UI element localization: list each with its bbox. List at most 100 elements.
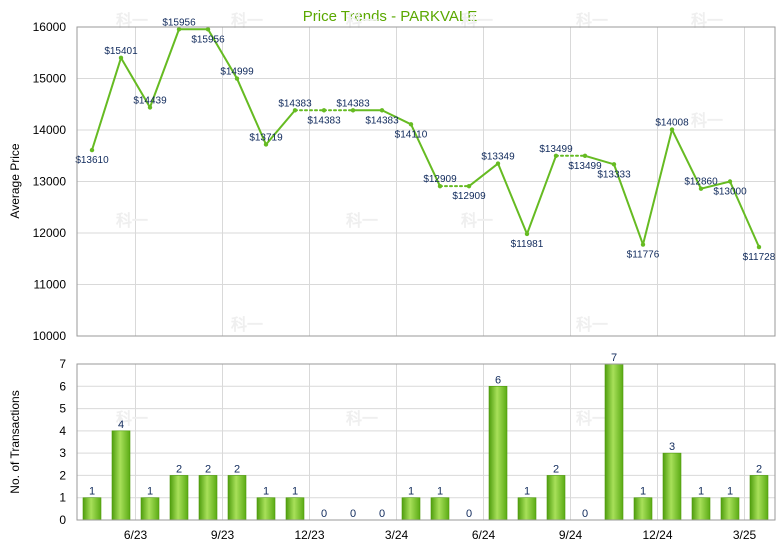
price-point	[205, 27, 211, 32]
price-line-segment	[410, 123, 441, 188]
price-line-segment	[120, 56, 151, 109]
x-tick-label: 9/24	[559, 528, 583, 542]
x-tick-label: 6/23	[124, 528, 148, 542]
transaction-bar	[227, 475, 247, 521]
transactions-y-tick-labels: 0 1 2 3 4 5 6 7	[59, 357, 66, 527]
price-line-segment	[700, 180, 731, 190]
x-tick-label: 3/24	[385, 528, 409, 542]
transaction-bar-label: 0	[466, 508, 472, 520]
transaction-bar	[749, 475, 769, 521]
watermark: 科一	[691, 11, 723, 30]
transactions-y-tick-label: 7	[59, 357, 66, 371]
price-point-label: $11776	[627, 250, 660, 261]
price-point	[379, 108, 385, 113]
price-point-label: $14383	[307, 115, 341, 126]
price-point	[263, 142, 269, 147]
transaction-bar-label: 2	[756, 463, 762, 475]
price-line-segment	[526, 154, 557, 235]
price-point-label: $13000	[713, 187, 747, 198]
transaction-bar	[111, 430, 131, 521]
price-y-tick-label: 15000	[33, 72, 67, 86]
transaction-bar	[546, 475, 566, 521]
price-point-label: $13719	[249, 132, 283, 143]
transaction-bar-label: 2	[234, 463, 240, 475]
watermark: 科一	[461, 211, 493, 230]
price-point-label: $12909	[452, 191, 486, 202]
x-tick-label: 12/24	[642, 528, 672, 542]
transactions-y-tick-label: 0	[59, 513, 66, 527]
transaction-bar	[169, 475, 189, 521]
transaction-bar-label: 4	[118, 419, 124, 431]
watermark: 科一	[576, 409, 608, 428]
transactions-y-tick-label: 5	[59, 402, 66, 416]
price-point-label: $14383	[365, 115, 399, 126]
price-point	[466, 183, 472, 189]
transaction-bar	[662, 452, 682, 521]
price-line-segment	[642, 128, 673, 246]
watermark: 科一	[346, 409, 378, 428]
price-point	[582, 153, 588, 159]
transaction-bar-label: 3	[669, 441, 675, 453]
watermark: 科一	[346, 211, 378, 230]
price-y-tick-label: 11000	[34, 278, 67, 292]
x-tick-label: 12/23	[294, 528, 324, 542]
watermark: 科一	[116, 409, 148, 428]
transaction-bar-label: 0	[321, 508, 327, 520]
price-point-label: $13610	[75, 155, 109, 166]
watermark: 科一	[116, 11, 148, 30]
price-point	[756, 244, 762, 250]
price-y-tick-labels: 10000 11000 12000 13000 14000 15000 16000	[33, 20, 67, 343]
price-point	[698, 186, 704, 191]
x-tick-label: 9/23	[211, 528, 235, 542]
price-point-label: $11728	[743, 252, 776, 263]
watermark: 科一	[231, 11, 263, 30]
price-line-segment	[236, 77, 267, 146]
price-y-tick-label: 14000	[33, 123, 67, 137]
price-point	[437, 183, 443, 189]
price-line-segment	[613, 163, 644, 246]
price-y-tick-label: 16000	[33, 20, 67, 34]
price-point-label: $14999	[220, 67, 254, 78]
price-point-label: $13333	[597, 169, 631, 180]
transaction-bar	[256, 497, 276, 521]
price-line-segment	[207, 28, 238, 80]
x-tick-labels: 6/23 9/23 12/23 3/24 6/24 9/24 12/24 3/25	[124, 528, 757, 542]
price-gridlines	[77, 26, 775, 337]
price-point	[350, 108, 356, 113]
transaction-bar	[430, 497, 450, 521]
transaction-bar-label: 1	[640, 486, 646, 498]
price-point-label: $15956	[162, 17, 196, 28]
x-tick-label: 6/24	[472, 528, 496, 542]
price-point-label: $14008	[655, 118, 689, 129]
transaction-bar	[488, 385, 508, 521]
price-point-label: $13499	[539, 144, 573, 155]
price-point-label: $12909	[423, 174, 457, 185]
price-point	[118, 55, 124, 61]
transaction-bar	[198, 475, 218, 521]
price-point-label: $14383	[278, 98, 312, 109]
transaction-bar	[401, 497, 421, 521]
chart-title: Price Trends - PARKVALE	[303, 8, 478, 25]
transaction-bar-label: 1	[263, 486, 269, 498]
price-line-segment	[729, 180, 760, 249]
price-point-label: $14383	[336, 98, 370, 109]
price-line	[89, 27, 762, 250]
price-point	[89, 147, 95, 153]
price-point-label: $15956	[191, 34, 225, 45]
transaction-bar-label: 2	[553, 463, 559, 475]
price-line-segment	[265, 109, 296, 146]
transaction-bar-label: 2	[205, 463, 211, 475]
x-tick-label: 3/25	[733, 528, 757, 542]
transaction-bar	[691, 497, 711, 521]
watermark: 科一	[576, 11, 608, 30]
price-line-segment	[381, 109, 412, 126]
transaction-bar-label: 0	[582, 508, 588, 520]
transaction-bar	[604, 363, 624, 521]
price-point-label: $11981	[511, 239, 544, 250]
price-line-segment	[149, 28, 180, 109]
transaction-bar-label: 1	[147, 486, 153, 498]
price-line-segment	[671, 128, 702, 190]
